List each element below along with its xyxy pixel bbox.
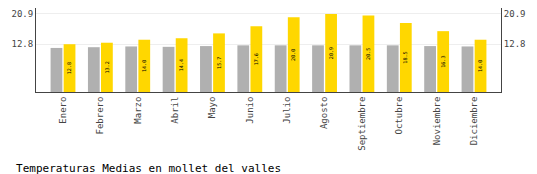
svg-text:12.8: 12.8 (504, 39, 526, 49)
svg-text:15.7: 15.7 (216, 57, 222, 69)
svg-text:20.9: 20.9 (328, 47, 334, 59)
svg-text:18.5: 18.5 (402, 51, 408, 63)
svg-text:20.9: 20.9 (504, 9, 526, 19)
svg-text:Julio: Julio (282, 97, 292, 124)
svg-text:20.5: 20.5 (365, 48, 371, 60)
svg-text:20.9: 20.9 (12, 9, 34, 19)
svg-text:16.3: 16.3 (440, 55, 446, 67)
svg-text:Enero: Enero (58, 97, 68, 124)
svg-text:17.6: 17.6 (253, 53, 259, 65)
svg-text:14.4: 14.4 (178, 59, 184, 71)
svg-text:20.0: 20.0 (290, 49, 296, 61)
svg-text:Marzo: Marzo (133, 97, 143, 124)
svg-text:Diciembre: Diciembre (469, 97, 479, 146)
svg-text:Noviembre: Noviembre (432, 97, 442, 146)
svg-text:12.8: 12.8 (12, 39, 34, 49)
svg-text:14.0: 14.0 (477, 60, 483, 72)
svg-text:Mayo: Mayo (207, 97, 217, 119)
svg-text:Febrero: Febrero (95, 97, 105, 135)
svg-text:12.8: 12.8 (66, 62, 72, 74)
svg-text:14.0: 14.0 (141, 60, 147, 72)
svg-text:13.2: 13.2 (104, 61, 110, 73)
svg-text:Agosto: Agosto (319, 97, 329, 130)
svg-text:Abril: Abril (170, 97, 180, 124)
svg-text:Octubre: Octubre (394, 97, 404, 135)
svg-text:Junio: Junio (245, 97, 255, 124)
svg-text:Septiembre: Septiembre (357, 97, 367, 151)
svg-text:Temperaturas Medias en mollet: Temperaturas Medias en mollet del valles (16, 162, 281, 174)
